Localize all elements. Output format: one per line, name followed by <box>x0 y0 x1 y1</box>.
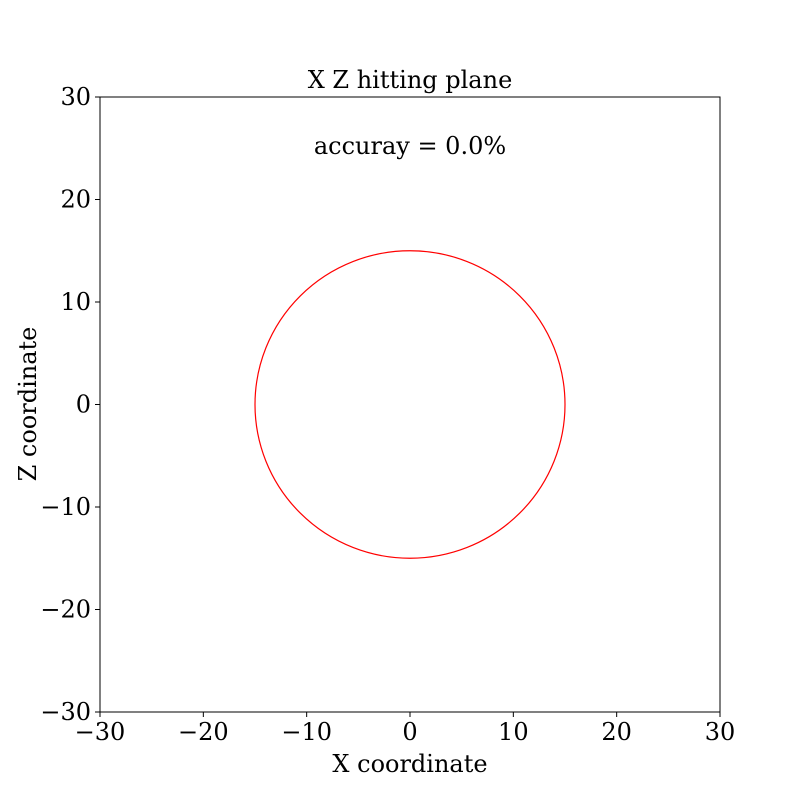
y-axis-label: Z coordinate <box>14 327 42 482</box>
y-tick-label: −10 <box>40 493 91 521</box>
x-axis-ticks: −30 −20 −10 0 10 20 30 <box>75 712 736 746</box>
y-tick-label: 0 <box>76 391 91 419</box>
x-axis-label: X coordinate <box>332 750 487 778</box>
y-tick-label: 20 <box>60 186 91 214</box>
x-tick-label: −10 <box>281 718 332 746</box>
accuracy-annotation: accuray = 0.0% <box>314 132 506 160</box>
x-tick-label: 20 <box>601 718 632 746</box>
target-circle <box>254 250 566 559</box>
y-tick-label: 10 <box>60 288 91 316</box>
y-tick-label: 30 <box>60 83 91 111</box>
y-axis-ticks: −30 −20 −10 0 10 20 30 <box>40 83 100 726</box>
x-tick-label: 10 <box>498 718 529 746</box>
x-tick-label: 0 <box>402 718 417 746</box>
x-tick-label: −20 <box>178 718 229 746</box>
y-tick-label: −20 <box>40 596 91 624</box>
x-tick-label: −30 <box>75 718 126 746</box>
chart-title: X Z hitting plane <box>308 66 513 94</box>
x-tick-label: 30 <box>705 718 736 746</box>
y-tick-label: −30 <box>40 698 91 726</box>
